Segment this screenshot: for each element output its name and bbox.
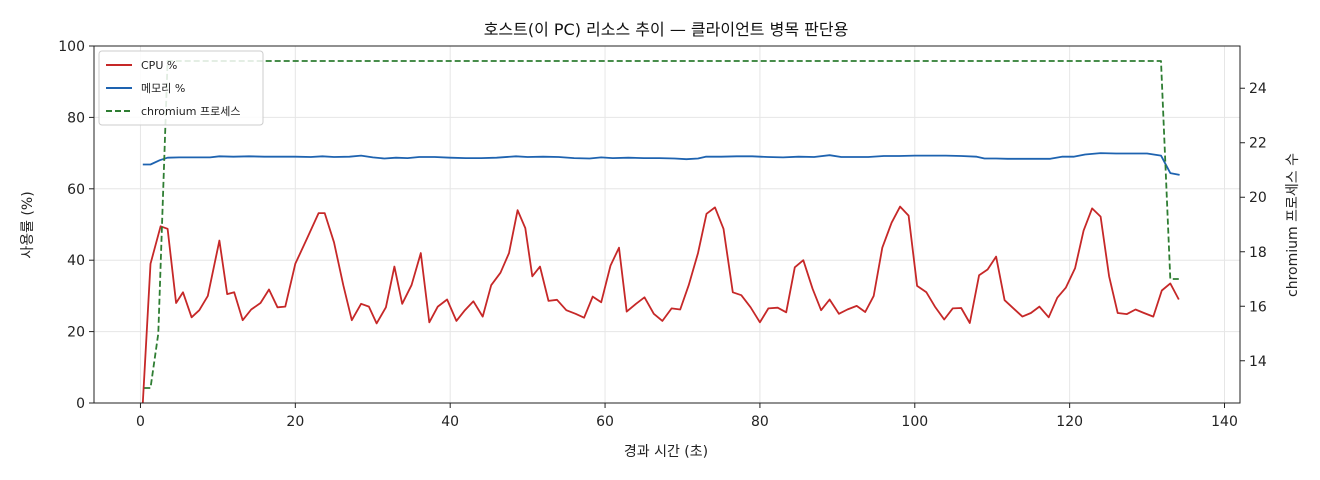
x-tick-label: 0 (136, 414, 145, 430)
series-line-memory (142, 152, 1180, 176)
y2-tick-label: 18 (1249, 245, 1267, 261)
legend: CPU % 메모리 % chromium 프로세스 (98, 50, 264, 126)
plot-frame (93, 45, 1241, 404)
x-tick-label: 140 (1211, 414, 1238, 430)
y2-tick-label: 20 (1249, 190, 1267, 206)
y-tick-label: 60 (67, 182, 85, 198)
y-tick-label: 40 (67, 253, 85, 269)
x-tick-label: 100 (901, 414, 928, 430)
y-tick-label: 20 (67, 325, 85, 341)
x-tick-label: 120 (1056, 414, 1083, 430)
legend-label-cpu: CPU % (141, 59, 177, 72)
y-axis-label: 사용률 (%) (20, 191, 36, 258)
y-tick-label: 80 (67, 110, 85, 126)
y2-tick-label: 14 (1249, 354, 1267, 370)
y-tick-label: 100 (58, 39, 85, 55)
y2-axis-label: chromium 프로세스 수 (1285, 153, 1301, 297)
chart-title: 호스트(이 PC) 리소스 추이 — 클라이언트 병목 판단용 (484, 20, 849, 39)
legend-box (98, 50, 264, 126)
y2-tick-label: 16 (1249, 299, 1267, 315)
x-tick-label: 80 (751, 414, 769, 430)
y-tick-label: 0 (76, 396, 85, 412)
y2-tick-label: 24 (1249, 81, 1267, 97)
series-line-cpu (141, 205, 1180, 404)
x-tick-label: 20 (286, 414, 304, 430)
x-tick-label: 60 (596, 414, 614, 430)
legend-label-memory: 메모리 % (141, 82, 185, 95)
x-axis-label: 경과 시간 (초) (624, 444, 708, 460)
x-tick-label: 40 (441, 414, 459, 430)
legend-label-chromium: chromium 프로세스 (141, 105, 240, 118)
y2-tick-label: 22 (1249, 136, 1267, 152)
axis-ticks: 0 20 40 60 80 100 120 140 0 20 40 60 80 100 14 16 18 20 22… (58, 39, 1267, 430)
